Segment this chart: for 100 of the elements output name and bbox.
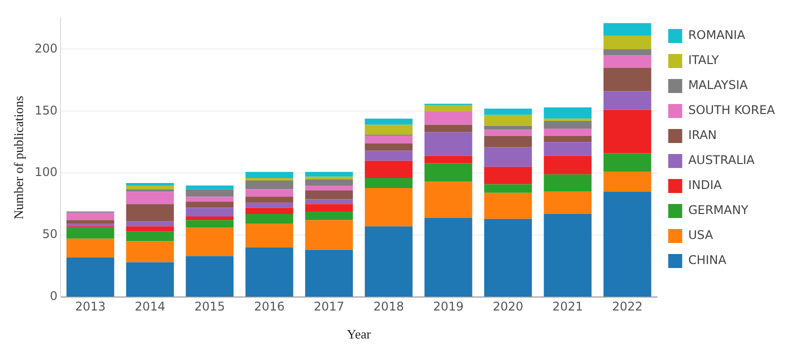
bar xyxy=(186,256,234,296)
bar xyxy=(305,179,353,186)
bar xyxy=(126,226,174,232)
bar xyxy=(424,156,472,164)
x-tick-label: 2014 xyxy=(134,299,166,314)
x-tick-label: 2016 xyxy=(254,299,285,314)
legend-label: SOUTH KOREA xyxy=(688,103,776,118)
bar xyxy=(245,189,294,197)
bar xyxy=(544,136,592,142)
bar xyxy=(484,147,532,167)
bar xyxy=(126,241,174,262)
x-tick-label: 2021 xyxy=(552,299,583,314)
bar xyxy=(126,189,174,192)
bar xyxy=(364,150,413,161)
bar xyxy=(424,182,472,218)
x-tick-label: 2019 xyxy=(433,299,464,314)
bar xyxy=(603,68,652,92)
bar xyxy=(186,208,234,216)
bar xyxy=(364,178,413,188)
bar xyxy=(603,172,652,192)
legend-label: ITALY xyxy=(688,53,720,68)
bar xyxy=(305,172,353,177)
bar xyxy=(484,126,532,130)
y-axis-title: Number of publications xyxy=(11,96,26,220)
x-tick-label: 2015 xyxy=(194,299,225,314)
legend-label: INDIA xyxy=(688,178,722,192)
bar xyxy=(544,142,592,156)
bar xyxy=(305,185,353,190)
bar xyxy=(305,250,353,296)
bar xyxy=(364,118,413,125)
x-tick-label: 2022 xyxy=(612,299,643,314)
legend-label: MALAYSIA xyxy=(688,78,748,92)
bar xyxy=(245,247,294,296)
bar xyxy=(544,214,592,296)
bar xyxy=(544,128,592,136)
bar xyxy=(603,55,652,68)
bar xyxy=(126,185,174,190)
bar xyxy=(484,192,532,219)
bar xyxy=(186,202,234,208)
bar xyxy=(544,121,592,128)
bar xyxy=(364,226,413,296)
bar xyxy=(603,36,652,50)
bar xyxy=(126,192,174,204)
y-tick-label: 150 xyxy=(34,103,58,118)
y-tick-label: 50 xyxy=(42,227,58,242)
bar xyxy=(544,107,592,119)
bar xyxy=(603,49,652,56)
bar xyxy=(484,136,532,148)
bar xyxy=(186,220,234,228)
bar xyxy=(186,196,234,202)
bar xyxy=(364,188,413,226)
bar xyxy=(484,130,532,136)
bar xyxy=(305,176,353,180)
bar xyxy=(186,189,234,197)
bar xyxy=(66,228,114,239)
bar xyxy=(66,238,114,258)
bar xyxy=(245,172,294,178)
bar xyxy=(186,216,234,220)
bar xyxy=(484,114,532,126)
bar xyxy=(245,178,294,181)
bar xyxy=(245,196,294,203)
legend-label: IRAN xyxy=(688,128,717,142)
y-tick-label: 200 xyxy=(34,41,58,56)
bar xyxy=(603,153,652,172)
bar xyxy=(126,231,174,242)
bar xyxy=(424,111,472,125)
bar xyxy=(66,220,114,224)
bar xyxy=(126,221,174,226)
bar xyxy=(66,257,114,296)
legend-label: GERMANY xyxy=(688,203,749,218)
x-axis-title: Year xyxy=(346,326,372,342)
bar xyxy=(305,212,353,220)
bar xyxy=(245,214,294,224)
bar xyxy=(484,108,532,115)
bar xyxy=(126,204,174,222)
bar xyxy=(66,224,114,226)
bar xyxy=(603,91,652,110)
bar xyxy=(364,143,413,151)
bar xyxy=(544,156,592,174)
bar xyxy=(186,228,234,256)
bar xyxy=(245,180,294,190)
bar xyxy=(305,190,353,200)
legend-label: AUSTRALIA xyxy=(688,153,756,168)
bar xyxy=(484,166,532,184)
x-tick-label: 2013 xyxy=(75,299,106,314)
bar xyxy=(126,262,174,296)
bar xyxy=(364,160,413,178)
bar xyxy=(424,163,472,182)
bar xyxy=(603,192,652,296)
y-tick-label: 0 xyxy=(50,289,58,304)
bar xyxy=(364,124,413,135)
x-tick-label: 2020 xyxy=(492,299,524,314)
legend-label: ROMANIA xyxy=(688,28,746,42)
legend-label: USA xyxy=(688,228,714,242)
bar xyxy=(424,218,472,296)
bar xyxy=(245,208,294,214)
bar xyxy=(245,224,294,248)
legend-label: CHINA xyxy=(688,253,728,268)
bar xyxy=(245,202,294,208)
y-tick-label: 100 xyxy=(34,165,58,180)
